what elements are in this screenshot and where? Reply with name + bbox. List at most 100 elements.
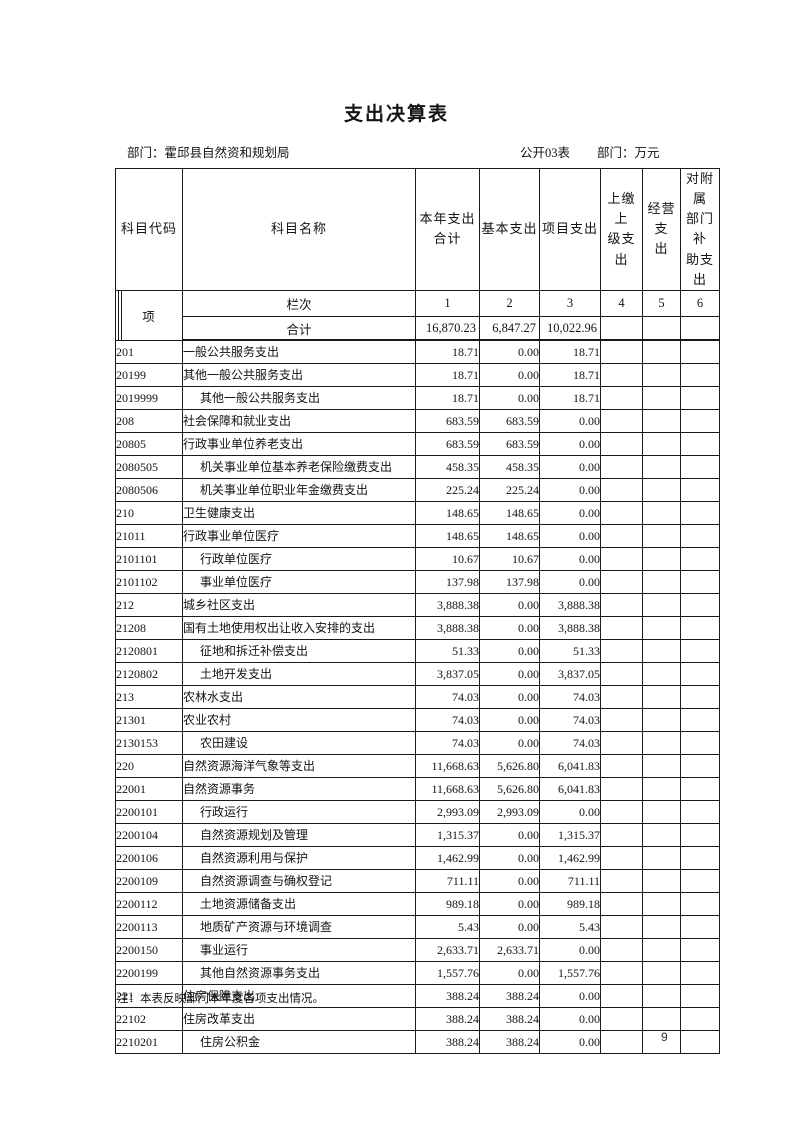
subsidy-value: [680, 984, 720, 1009]
table-row: 2019999 其他一般公共服务支出 18.71 0.00 18.71: [115, 386, 720, 411]
project-value: 6,041.83: [539, 754, 601, 779]
basic-value: 0.00: [479, 685, 540, 710]
subject-code: 2200113: [115, 915, 183, 940]
upper-value: [600, 1007, 643, 1032]
upper-value: [600, 501, 643, 526]
subject-name: 住房公积金: [182, 1030, 416, 1055]
upper-value: [600, 478, 643, 503]
page-title: 支出决算表: [343, 104, 449, 125]
year-total-value: 11,668.63: [415, 777, 480, 802]
upper-value: [600, 685, 643, 710]
subject-name: 其他一般公共服务支出: [182, 363, 416, 388]
year-total-value: 458.35: [415, 455, 480, 480]
unit-label: 部门：万元: [597, 146, 660, 160]
operating-value: [642, 386, 681, 411]
upper-value: [600, 363, 643, 388]
basic-value: 148.65: [479, 501, 540, 526]
year-total-value: 74.03: [415, 708, 480, 733]
project-value: 0.00: [539, 1030, 601, 1055]
table-row: 2080506 机关事业单位职业年金缴费支出 225.24 225.24 0.0…: [115, 478, 720, 503]
basic-value: 0.00: [479, 846, 540, 871]
subsidy-value: [680, 363, 720, 388]
subject-name: 自然资源利用与保护: [182, 846, 416, 871]
table-row: 21208 国有土地使用权出让收入安排的支出 3,888.38 0.00 3,8…: [115, 616, 720, 641]
year-total-value: 683.59: [415, 409, 480, 434]
operating-value: [642, 501, 681, 526]
operating-value: [642, 961, 681, 986]
upper-value: [600, 823, 643, 848]
subject-name: 行政单位医疗: [182, 547, 416, 572]
table-row: 220 自然资源海洋气象等支出 11,668.63 5,626.80 6,041…: [115, 754, 720, 779]
subject-code: 2210201: [115, 1030, 183, 1055]
subject-code: 210: [115, 501, 183, 526]
col-header-year-total: 本年支出 合计: [415, 168, 480, 291]
basic-value: 0.00: [479, 731, 540, 756]
subsidy-value: [680, 823, 720, 848]
subsidy-value: [680, 1030, 720, 1055]
operating-value: [642, 915, 681, 940]
subject-name: 其他自然资源事务支出: [182, 961, 416, 986]
scan-artifact-line: [118, 291, 119, 340]
subject-code: 220: [115, 754, 183, 779]
upper-value: [600, 455, 643, 480]
subsidy-value: [680, 961, 720, 986]
operating-value: [642, 984, 681, 1009]
basic-value: 0.00: [479, 869, 540, 894]
subject-code: 2200199: [115, 961, 183, 986]
operating-value: [642, 1007, 681, 1032]
total-row: 合计 16,870.23 6,847.27 10,022.96: [116, 315, 720, 342]
basic-value: 458.35: [479, 455, 540, 480]
operating-value: [642, 593, 681, 618]
basic-value: 2,633.71: [479, 938, 540, 963]
year-total-value: 388.24: [415, 984, 480, 1009]
lanci-col-5: 5: [642, 289, 681, 317]
subject-name: 土地资源储备支出: [182, 892, 416, 917]
subject-code: 2200109: [115, 869, 183, 894]
total-upper: [600, 315, 643, 342]
subject-code: 2019999: [115, 386, 183, 411]
table-row: 21011 行政事业单位医疗 148.65 148.65 0.00: [115, 524, 720, 549]
table-row: 2200101 行政运行 2,993.09 2,993.09 0.00: [115, 800, 720, 825]
year-total-value: 388.24: [415, 1030, 480, 1055]
upper-value: [600, 616, 643, 641]
subsidy-value: [680, 800, 720, 825]
subsidy-value: [680, 432, 720, 457]
table-row: 2120802 土地开发支出 3,837.05 0.00 3,837.05: [115, 662, 720, 687]
lanci-col-3: 3: [539, 289, 601, 317]
project-value: 1,462.99: [539, 846, 601, 871]
basic-value: 0.00: [479, 339, 540, 365]
project-value: 0.00: [539, 547, 601, 572]
year-total-value: 1,462.99: [415, 846, 480, 871]
subject-name: 农业农村: [182, 708, 416, 733]
subject-name: 征地和拆迁补偿支出: [182, 639, 416, 664]
subsidy-value: [680, 547, 720, 572]
operating-value: [642, 731, 681, 756]
row-label: 项: [142, 309, 156, 324]
year-total-value: 5.43: [415, 915, 480, 940]
project-value: 0.00: [539, 570, 601, 595]
table-row: 21301 农业农村 74.03 0.00 74.03: [115, 708, 720, 733]
operating-value: [642, 639, 681, 664]
basic-value: 388.24: [479, 984, 540, 1009]
subsidy-value: [680, 524, 720, 549]
subject-code: 2130153: [115, 731, 183, 756]
operating-value: [642, 823, 681, 848]
table-row: 210 卫生健康支出 148.65 148.65 0.00: [115, 501, 720, 526]
table-note: 注：本表反映部门本年度各项支出情况。: [117, 993, 324, 1005]
basic-value: 2,993.09: [479, 800, 540, 825]
basic-value: 0.00: [479, 708, 540, 733]
table-row: 20805 行政事业单位养老支出 683.59 683.59 0.00: [115, 432, 720, 457]
subject-name: 行政事业单位医疗: [182, 524, 416, 549]
subject-name: 地质矿产资源与环境调查: [182, 915, 416, 940]
upper-value: [600, 915, 643, 940]
basic-value: 148.65: [479, 524, 540, 549]
basic-value: 388.24: [479, 1030, 540, 1055]
table-row: 221 住房保障支出 388.24 388.24 0.00: [115, 984, 720, 1009]
subject-name: 社会保障和就业支出: [182, 409, 416, 434]
subsidy-value: [680, 731, 720, 756]
subject-code: 2200101: [115, 800, 183, 825]
project-value: 6,041.83: [539, 777, 601, 802]
project-value: 18.71: [539, 363, 601, 388]
lanci-col-4: 4: [600, 289, 643, 317]
project-value: 74.03: [539, 685, 601, 710]
